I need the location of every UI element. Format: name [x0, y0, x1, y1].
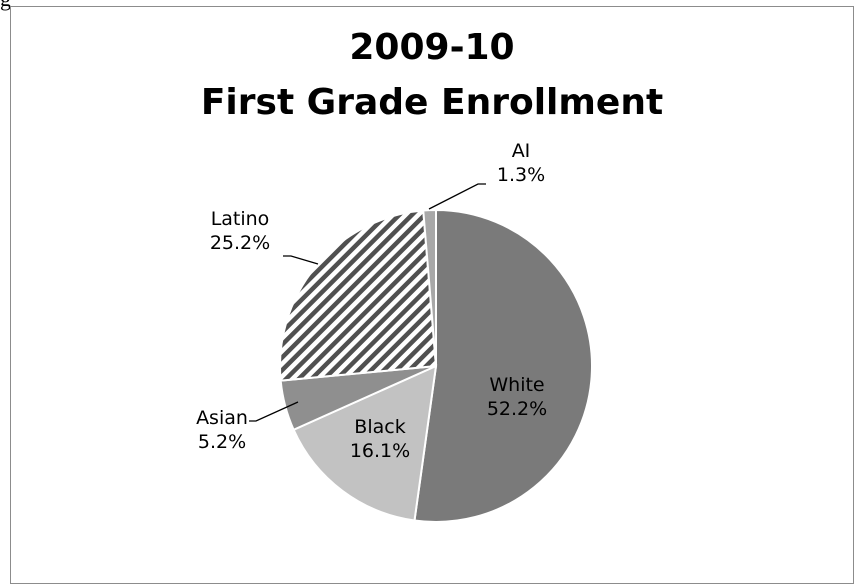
slice-percent-ai: 1.3% [497, 164, 545, 186]
pie-slice-latino [279, 209, 438, 382]
slice-label-white: White 52.2% [487, 374, 547, 420]
slice-label-asian: Asian 5.2% [196, 407, 248, 453]
slice-label-ai: AI 1.3% [497, 140, 545, 186]
pie-labels: White 52.2% Black 16.1% Asian 5.2% Latino 25.2%… [196, 140, 547, 462]
slice-name-latino: Latino [211, 208, 270, 230]
chart-title-line-2: First Grade Enrollment [201, 82, 663, 123]
page-text-fragment: g [0, 0, 11, 12]
slice-label-black: Black 16.1% [350, 416, 410, 462]
chart-title-line-1: 2009-10 [349, 27, 514, 68]
pie-slice-black [292, 364, 438, 522]
slice-percent-latino: 25.2% [210, 232, 270, 254]
slice-percent-asian: 5.2% [198, 431, 246, 453]
pie-slice-white [413, 208, 594, 523]
slice-name-black: Black [354, 416, 405, 438]
slice-name-ai: AI [512, 140, 531, 162]
leader-line-latino [283, 255, 319, 265]
slice-percent-black: 16.1% [350, 440, 410, 462]
slice-name-white: White [489, 374, 544, 396]
pie-slice-ai [422, 208, 437, 367]
pie-slices [279, 208, 594, 523]
slice-name-asian: Asian [196, 407, 248, 429]
slice-label-latino: Latino 25.2% [210, 208, 270, 254]
slice-percent-white: 52.2% [487, 398, 547, 420]
leader-line-asian [249, 401, 299, 422]
leader-line-ai [428, 183, 486, 210]
